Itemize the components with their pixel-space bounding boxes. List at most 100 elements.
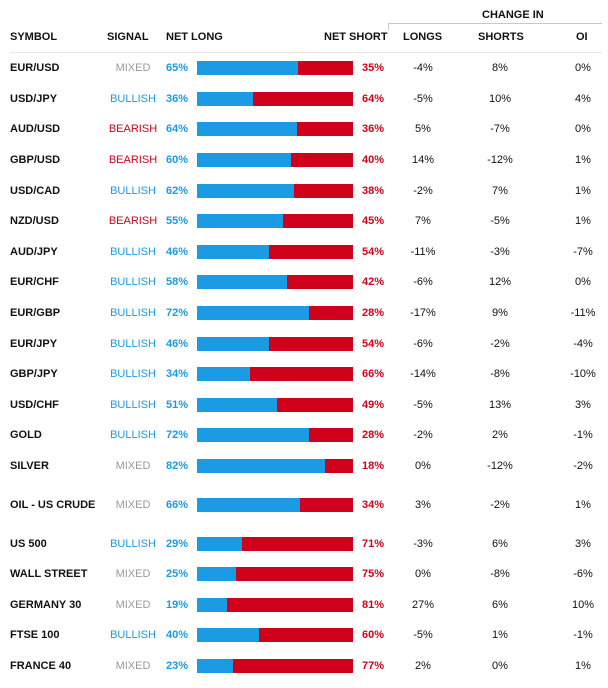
net-short-value: 81% (362, 598, 385, 611)
net-short-value: 18% (362, 460, 385, 473)
table-row[interactable]: NZD/USD BEARISH 55% 45% 7% -5% 1% (10, 206, 602, 237)
net-long-fill (197, 367, 251, 382)
table-row[interactable]: EUR/CHF BULLISH 58% 42% -6% 12% 0% (10, 267, 602, 298)
table-row[interactable]: FRANCE 40 MIXED 23% 77% 2% 0% 1% (10, 651, 602, 682)
sentiment-bar (197, 397, 353, 412)
signal: BEARISH (108, 215, 158, 228)
signal: MIXED (115, 568, 151, 581)
symbol[interactable]: USD/CAD (10, 184, 61, 197)
table-row[interactable]: AUD/USD BEARISH 64% 36% 5% -7% 0% (10, 114, 602, 145)
symbol[interactable]: USD/CHF (10, 398, 59, 411)
signal: BULLISH (110, 368, 156, 381)
col-shorts[interactable]: SHORTS (478, 31, 524, 43)
table-row[interactable]: WALL STREET MIXED 25% 75% 0% -8% -6% (10, 559, 602, 590)
change-longs: 3% (415, 498, 431, 511)
symbol[interactable]: GOLD (10, 429, 42, 442)
change-longs: 7% (415, 215, 431, 228)
signal: MIXED (115, 659, 151, 672)
signal: MIXED (115, 62, 151, 75)
col-oi[interactable]: OI (576, 31, 588, 43)
col-net-long[interactable]: NET LONG (166, 31, 223, 43)
signal: BULLISH (110, 429, 156, 442)
net-long-value: 19% (166, 598, 189, 611)
change-shorts: -2% (490, 498, 510, 511)
table-row[interactable]: USD/CHF BULLISH 51% 49% -5% 13% 3% (10, 390, 602, 421)
sentiment-bar (197, 183, 353, 198)
symbol[interactable]: SILVER (10, 460, 49, 473)
table-row[interactable]: EUR/JPY BULLISH 46% 54% -6% -2% -4% (10, 328, 602, 359)
sentiment-bar (197, 122, 353, 137)
col-net-short[interactable]: NET SHORT (324, 31, 388, 43)
change-in-heading: CHANGE IN (482, 9, 544, 21)
change-oi: -1% (573, 629, 593, 642)
table-row[interactable]: SILVER MIXED 82% 18% 0% -12% -2% (10, 451, 602, 482)
sentiment-bar (197, 153, 353, 168)
symbol[interactable]: NZD/USD (10, 215, 59, 228)
net-short-value: 35% (362, 62, 385, 75)
symbol[interactable]: WALL STREET (10, 568, 88, 581)
table-row[interactable]: FTSE 100 BULLISH 40% 60% -5% 1% -1% (10, 620, 602, 651)
change-shorts: 6% (492, 598, 508, 611)
symbol[interactable]: USD/JPY (10, 92, 58, 105)
signal: BULLISH (110, 337, 156, 350)
net-long-fill (197, 244, 269, 259)
table-row[interactable]: GERMANY 30 MIXED 19% 81% 27% 6% 10% (10, 590, 602, 621)
change-oi: -6% (573, 568, 593, 581)
symbol[interactable]: EUR/GBP (10, 307, 61, 320)
symbol[interactable]: OIL - US CRUDE (10, 498, 96, 511)
change-longs: 27% (411, 598, 435, 611)
net-short-value: 60% (362, 629, 385, 642)
sentiment-bar (197, 367, 353, 382)
net-long-fill (197, 597, 227, 612)
table-row[interactable]: US 500 BULLISH 29% 71% -3% 6% 3% (10, 528, 602, 559)
net-long-fill (197, 61, 299, 76)
col-symbol[interactable]: SYMBOL (10, 31, 58, 43)
table-row[interactable]: EUR/GBP BULLISH 72% 28% -17% 9% -11% (10, 298, 602, 329)
change-shorts: -7% (490, 123, 510, 136)
change-oi: 4% (575, 92, 591, 105)
change-shorts: -8% (490, 368, 510, 381)
symbol[interactable]: GERMANY 30 (10, 598, 82, 611)
symbol[interactable]: GBP/USD (10, 154, 61, 167)
symbol[interactable]: FTSE 100 (10, 629, 60, 642)
sentiment-bar (197, 459, 353, 474)
symbol[interactable]: EUR/JPY (10, 337, 58, 350)
symbol[interactable]: US 500 (10, 537, 47, 550)
sentiment-bar (197, 214, 353, 229)
change-oi: 0% (575, 62, 591, 75)
signal: BULLISH (110, 276, 156, 289)
symbol[interactable]: FRANCE 40 (10, 659, 72, 672)
change-longs: 0% (415, 460, 431, 473)
table-row[interactable]: AUD/JPY BULLISH 46% 54% -11% -3% -7% (10, 237, 602, 268)
table-row[interactable]: OIL - US CRUDE MIXED 66% 34% 3% -2% 1% (10, 481, 602, 528)
sentiment-bar (197, 91, 353, 106)
table-row[interactable]: USD/CAD BULLISH 62% 38% -2% 7% 1% (10, 175, 602, 206)
net-long-value: 58% (166, 276, 189, 289)
symbol[interactable]: AUD/USD (10, 123, 61, 136)
change-longs: -2% (413, 429, 433, 442)
col-signal[interactable]: SIGNAL (107, 31, 149, 43)
symbol[interactable]: AUD/JPY (10, 245, 58, 258)
sentiment-bar (197, 567, 353, 582)
table-row[interactable]: USD/JPY BULLISH 36% 64% -5% 10% 4% (10, 84, 602, 115)
net-short-value: 71% (362, 537, 385, 550)
table-row[interactable]: GBP/JPY BULLISH 34% 66% -14% -8% -10% (10, 359, 602, 390)
net-long-value: 34% (166, 368, 189, 381)
symbol[interactable]: EUR/CHF (10, 276, 59, 289)
table-row[interactable]: EUR/USD MIXED 65% 35% -4% 8% 0% (10, 53, 602, 84)
change-longs: -4% (413, 62, 433, 75)
net-long-fill (197, 91, 254, 106)
symbol[interactable]: EUR/USD (10, 62, 60, 75)
sentiment-bar (197, 244, 353, 259)
change-oi: -4% (573, 337, 593, 350)
col-longs[interactable]: LONGS (403, 31, 443, 43)
net-long-fill (197, 183, 294, 198)
symbol[interactable]: GBP/JPY (10, 368, 58, 381)
change-oi: -1% (573, 429, 593, 442)
change-shorts: 10% (488, 92, 512, 105)
net-long-value: 23% (166, 659, 189, 672)
net-short-value: 36% (362, 123, 385, 136)
table-row[interactable]: GOLD BULLISH 72% 28% -2% 2% -1% (10, 420, 602, 451)
change-oi: 1% (575, 215, 591, 228)
table-row[interactable]: GBP/USD BEARISH 60% 40% 14% -12% 1% (10, 145, 602, 176)
